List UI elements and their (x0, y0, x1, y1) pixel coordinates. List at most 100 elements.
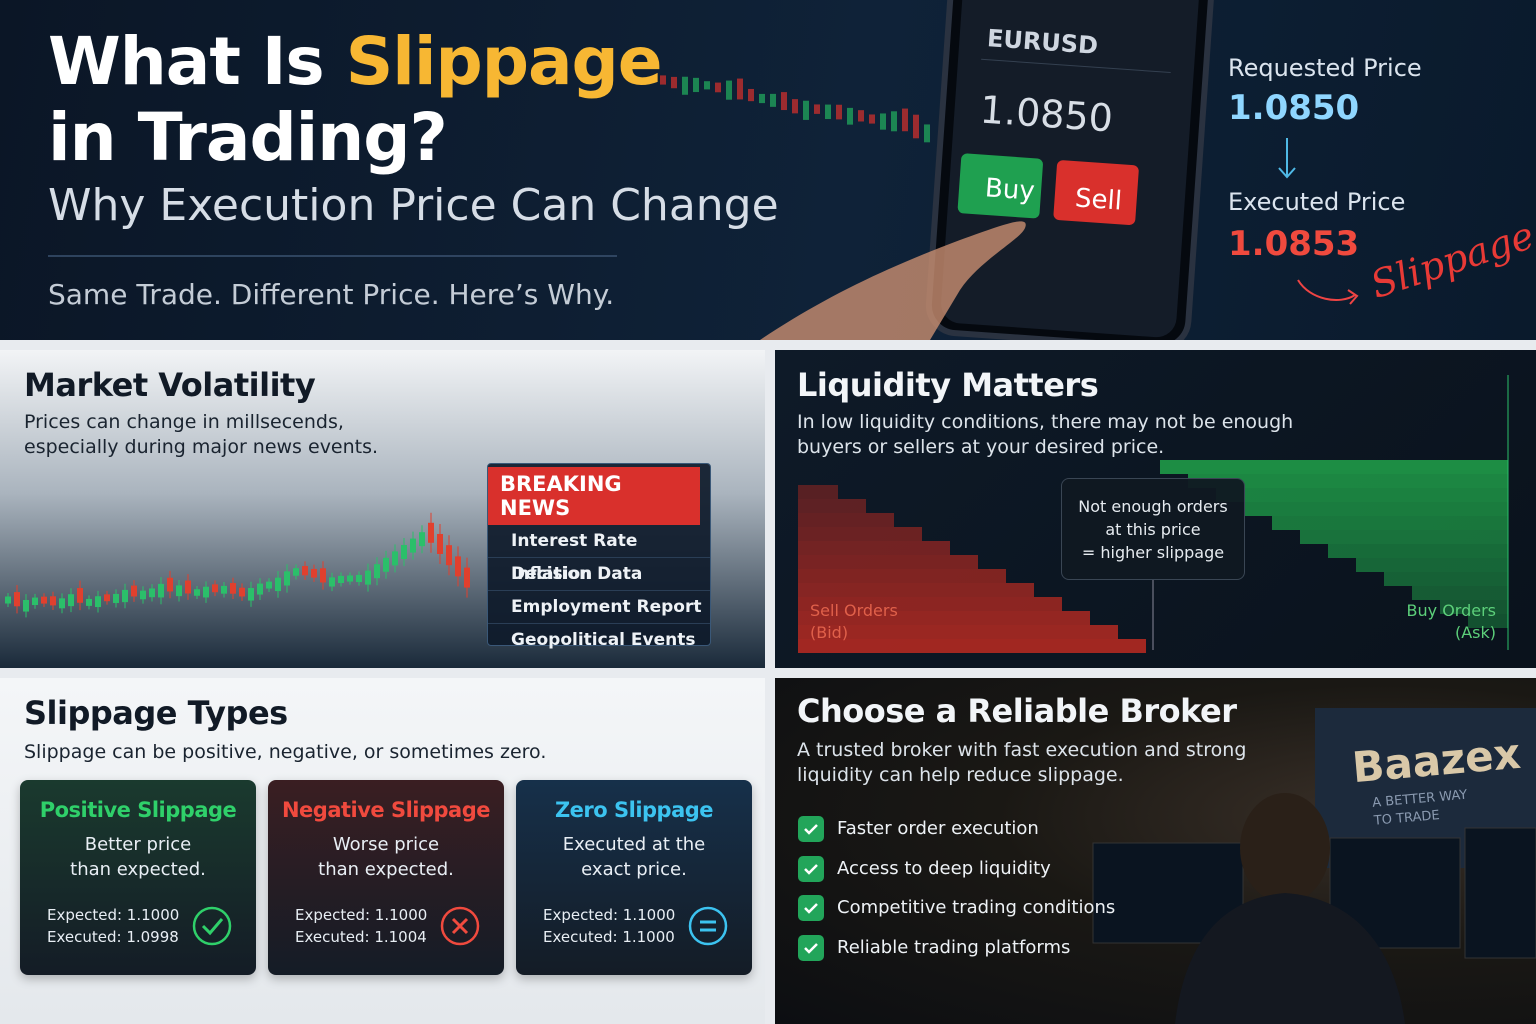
slippage-card: Zero Slippage Executed at the exact price.… (516, 780, 752, 975)
title-text: What Is (48, 23, 325, 100)
sell-order-bar (798, 499, 866, 513)
description-line: exact price. (581, 859, 687, 880)
candle (23, 599, 29, 612)
candle (792, 99, 798, 114)
monitor (1464, 827, 1536, 959)
subtitle: Why Execution Price Can Change (48, 180, 779, 231)
requested-price: 1.0850 (1228, 88, 1360, 128)
sell-button[interactable] (1053, 160, 1139, 226)
panel-title: Choose a Reliable Broker (797, 692, 1237, 730)
candle (770, 93, 776, 107)
feature-text: Access to deep liquidity (837, 857, 1051, 879)
candle (781, 92, 787, 111)
candle (437, 533, 443, 554)
tagline: Same Trade. Different Price. Here’s Why. (48, 278, 615, 311)
candle (311, 568, 317, 578)
candle (737, 78, 743, 100)
candle (113, 593, 119, 603)
sell-order-bar (798, 569, 1006, 583)
buy-order-bar (1440, 600, 1508, 614)
panel-text: A trusted broker with fast execution and… (797, 739, 1247, 786)
executed-price: Executed: 1.0998 (47, 928, 179, 946)
candle (704, 81, 710, 90)
candle (428, 522, 434, 543)
sell-order-bar (798, 583, 1034, 597)
sell-order-bar (798, 555, 978, 569)
order-label-line: (Ask) (1454, 623, 1496, 642)
card-prices: Expected: 1.1000 Executed: 1.1000 (543, 904, 675, 948)
card-icon (192, 906, 232, 946)
sell-order-bar (798, 625, 1118, 639)
person-head (1240, 793, 1330, 903)
expected-price: Expected: 1.1000 (543, 906, 676, 924)
candle (14, 592, 20, 607)
candle (167, 577, 173, 592)
divider (981, 58, 1171, 74)
candle (759, 93, 765, 104)
sell-order-bar (798, 597, 1062, 611)
candle (5, 596, 11, 604)
card-description: Executed at the exact price. (516, 832, 752, 882)
candle (221, 585, 227, 594)
executed-price: 1.0853 (1228, 224, 1360, 264)
expected-price: Expected: 1.1000 (295, 906, 428, 924)
check-glyph (804, 942, 818, 954)
candle (392, 551, 398, 566)
news-item: Employment Report (488, 591, 710, 624)
buy-orders-label: Buy Orders (Ask) (1407, 600, 1496, 644)
panel-title: Market Volatility (24, 366, 316, 404)
candle (891, 111, 897, 132)
executed-price: Executed: 1.1000 (543, 928, 675, 946)
candle (660, 75, 666, 85)
news-item: Geopolitical Events (511, 630, 696, 650)
icon-glyph (700, 920, 716, 932)
header-panel: What Is Slippage in Trading? Why Executi… (0, 0, 1536, 340)
candle (446, 545, 452, 566)
news-item: Interest Rate Decision (488, 525, 710, 584)
panel-text: In low liquidity conditions, there may n… (797, 411, 1294, 458)
buy-label[interactable]: Buy (984, 173, 1036, 207)
description-line: Worse price (332, 834, 440, 855)
buy-order-bar (1328, 544, 1508, 558)
check-icon (798, 895, 824, 921)
candle (230, 583, 236, 594)
candle (50, 596, 56, 606)
card-icon (440, 906, 480, 946)
candle (338, 575, 344, 583)
candle (149, 588, 155, 598)
title-highlight: Slippage (345, 23, 663, 100)
volatility-panel: Market Volatility Prices can change in m… (0, 350, 765, 668)
candle (212, 584, 218, 593)
buy-order-bar (1216, 488, 1508, 502)
icon-glyph (451, 917, 469, 935)
candle (410, 538, 416, 553)
arrow-down (1278, 138, 1296, 179)
callout-line: at this price (1105, 520, 1201, 539)
candle (726, 80, 732, 100)
order-book-chart (798, 375, 1509, 653)
candle (140, 590, 146, 600)
panel-text: Prices can change in millsecends, especi… (24, 411, 379, 458)
candle (880, 113, 886, 130)
icon-glyph (201, 918, 224, 936)
news-item: Inflation Data (488, 558, 710, 591)
icon-ring (440, 906, 480, 946)
candle (257, 583, 263, 595)
curved-arrow (1297, 279, 1359, 305)
description-line: Better price (84, 834, 192, 855)
callout-line: = higher slippage (1081, 543, 1225, 562)
buy-order-bar (1188, 474, 1508, 488)
card-title: Zero Slippage (554, 798, 714, 822)
volatility-chart (5, 512, 470, 618)
buy-order-bar (1244, 502, 1508, 516)
candle (59, 598, 65, 609)
sell-order-bar (798, 611, 1090, 625)
check-icon (798, 855, 824, 882)
person-body (1175, 893, 1405, 1024)
sell-label[interactable]: Sell (1074, 183, 1123, 217)
candle (836, 104, 842, 120)
buy-button[interactable] (957, 153, 1043, 219)
buy-order-bar (1300, 530, 1508, 544)
